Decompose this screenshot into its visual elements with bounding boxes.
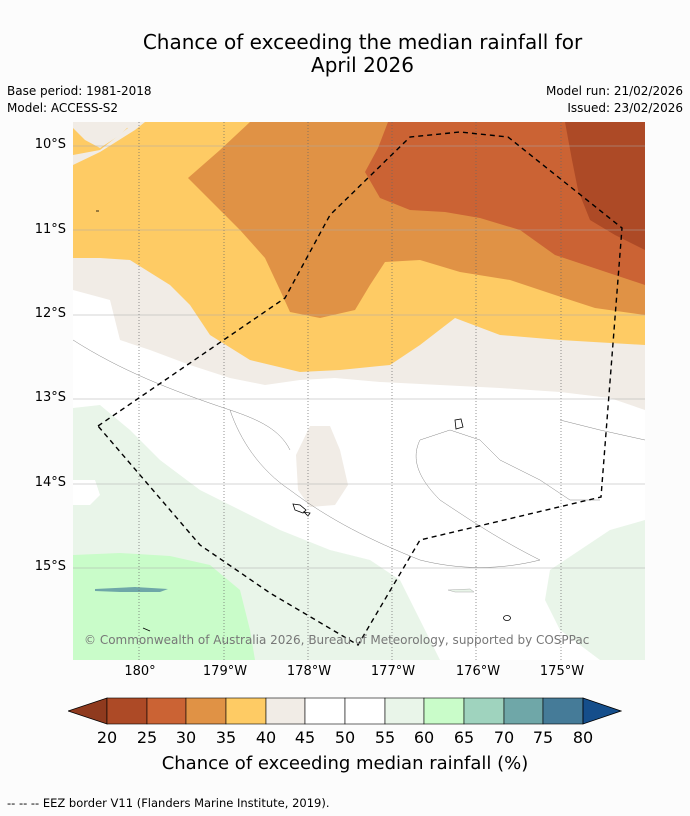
meta-right: Model run: 21/02/2026 Issued: 23/02/2026 bbox=[546, 83, 683, 117]
contour-line-3 bbox=[419, 429, 600, 501]
island-3 bbox=[302, 511, 311, 517]
colorbar-tick-75: 75 bbox=[532, 728, 554, 747]
colorbar-tick-55: 55 bbox=[374, 728, 396, 747]
colorbar-tick-70: 70 bbox=[493, 728, 515, 747]
copyright-notice: © Commonwealth of Australia 2026, Bureau… bbox=[84, 633, 590, 647]
lon-label-175w: 175°W bbox=[539, 664, 585, 679]
contour-line-1 bbox=[73, 339, 291, 451]
colorbar-tick-80: 80 bbox=[572, 728, 594, 747]
issued-date: Issued: 23/02/2026 bbox=[567, 101, 683, 115]
small-patch-right bbox=[447, 588, 475, 593]
colorbar-tick-25: 25 bbox=[136, 728, 158, 747]
base-period: Base period: 1981-2018 bbox=[7, 84, 152, 98]
colorbar-tick-30: 30 bbox=[175, 728, 197, 747]
colorbar-bin-40-45 bbox=[265, 697, 306, 725]
map-title: Chance of exceeding the median rainfall … bbox=[0, 31, 690, 77]
colorbar-arrow-above-80 bbox=[582, 697, 622, 725]
lon-label-177w: 177°W bbox=[370, 664, 416, 679]
model-name: Model: ACCESS-S2 bbox=[7, 101, 119, 115]
colorbar-bin-35-40 bbox=[225, 697, 267, 725]
island-6 bbox=[142, 627, 151, 632]
lon-label-180: 180° bbox=[124, 664, 156, 679]
meta-left: Base period: 1981-2018 Model: ACCESS-S2 bbox=[7, 83, 152, 117]
contour-line-4 bbox=[415, 439, 541, 561]
eez-border bbox=[96, 131, 623, 646]
lat-label-11s: 11°S bbox=[34, 222, 66, 237]
zone-65-70 bbox=[95, 587, 168, 592]
colorbar-bin-50-55 bbox=[344, 697, 386, 725]
colorbar-tick-65: 65 bbox=[453, 728, 475, 747]
map-title-line1: Chance of exceeding the median rainfall … bbox=[142, 30, 583, 54]
colorbar-bin-45-50 bbox=[304, 697, 346, 725]
colorbar-tick-40: 40 bbox=[255, 728, 277, 747]
colorbar-tick-35: 35 bbox=[215, 728, 237, 747]
contour-line-5 bbox=[559, 419, 645, 441]
zone-40-45-patch bbox=[73, 122, 133, 148]
colorbar-bin-30-35 bbox=[185, 697, 227, 725]
map-title-line2: April 2026 bbox=[311, 53, 414, 77]
zone-45-55-patch bbox=[73, 480, 100, 505]
colorbar-tick-45: 45 bbox=[294, 728, 316, 747]
lon-label-176w: 176°W bbox=[455, 664, 501, 679]
eez-legend-footer: -- -- -- EEZ border V11 (Flanders Marine… bbox=[7, 796, 330, 810]
zone-55-60-right bbox=[545, 520, 645, 660]
lat-label-13s: 13°S bbox=[34, 390, 66, 405]
island-2 bbox=[292, 503, 307, 514]
colorbar-bin-70-75 bbox=[503, 697, 544, 725]
colorbar-arrow-below-20 bbox=[68, 697, 108, 725]
colorbar-bin-55-60 bbox=[384, 697, 425, 725]
rainfall-map bbox=[73, 122, 645, 660]
lat-label-10s: 10°S bbox=[34, 137, 66, 152]
colorbar-bin-65-70 bbox=[463, 697, 505, 725]
colorbar-bin-25-30 bbox=[146, 697, 187, 725]
zone-20-25 bbox=[565, 122, 645, 250]
zone-40-45-island bbox=[296, 426, 348, 507]
colorbar-title: Chance of exceeding median rainfall (%) bbox=[161, 753, 529, 774]
zone-60-65 bbox=[73, 553, 255, 660]
lon-label-178w: 178°W bbox=[286, 664, 332, 679]
colorbar-tick-50: 50 bbox=[334, 728, 356, 747]
lat-label-15s: 15°S bbox=[34, 559, 66, 574]
contour-line-2 bbox=[229, 409, 541, 568]
colorbar-bin-20-25 bbox=[106, 697, 148, 725]
island-4 bbox=[503, 615, 511, 621]
colorbar-bin-60-65 bbox=[423, 697, 465, 725]
colorbar bbox=[68, 697, 622, 725]
colorbar-tick-20: 20 bbox=[96, 728, 118, 747]
colorbar-bin-75-80 bbox=[542, 697, 584, 725]
model-run: Model run: 21/02/2026 bbox=[545, 84, 683, 98]
lat-label-14s: 14°S bbox=[34, 475, 66, 490]
lat-label-12s: 12°S bbox=[34, 306, 66, 321]
island-1 bbox=[454, 418, 464, 430]
colorbar-tick-60: 60 bbox=[413, 728, 435, 747]
lon-label-179w: 179°W bbox=[202, 664, 248, 679]
